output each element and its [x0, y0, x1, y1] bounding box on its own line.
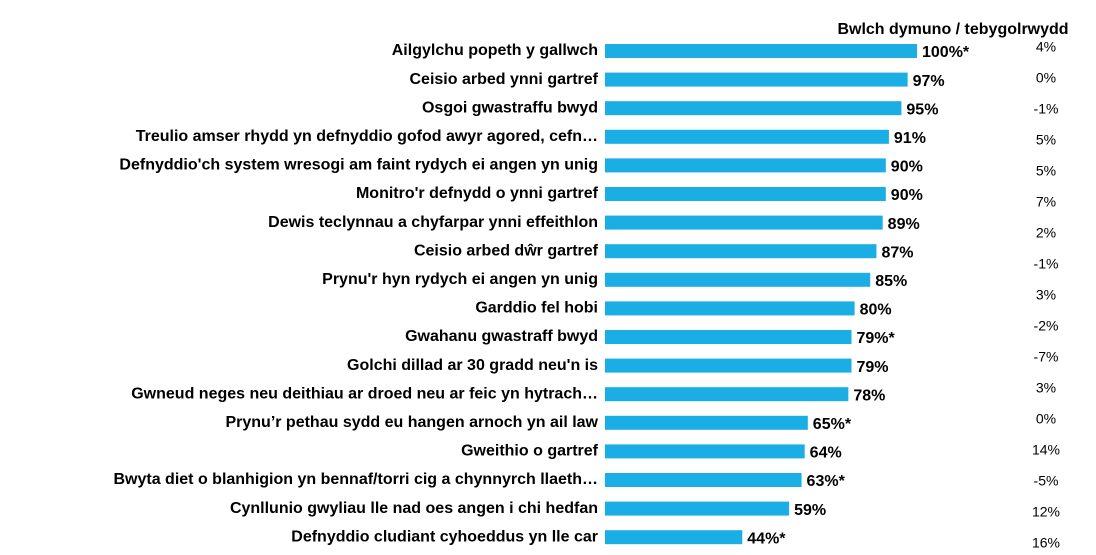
value-label: 91% [894, 130, 926, 147]
bar [605, 244, 877, 259]
bar [605, 158, 886, 173]
bar [605, 358, 852, 373]
value-label: 85% [875, 273, 907, 290]
gap-label: -7% [1034, 349, 1059, 365]
category-label: Defnyddio'ch system wresogi am faint ryd… [119, 157, 598, 174]
value-label: 97% [913, 73, 945, 90]
category-label: Golchi dillad ar 30 gradd neu'n is [347, 357, 598, 374]
value-label: 100%* [922, 44, 970, 61]
category-label: Osgoi gwastraffu bwyd [422, 99, 598, 116]
category-label: Garddio fel hobi [475, 300, 598, 317]
gap-label: -5% [1034, 473, 1059, 489]
gap-label: 0% [1036, 411, 1056, 427]
category-label: Bwyta diet o blanhigion yn bennaf/torri … [113, 471, 598, 488]
value-label: 63%* [807, 473, 846, 490]
gap-label: 14% [1032, 442, 1060, 458]
value-label: 79% [856, 359, 888, 376]
bar [605, 330, 852, 344]
value-label: 78% [853, 387, 885, 404]
gap-label: -1% [1034, 101, 1059, 117]
gap-label: 4% [1036, 39, 1056, 55]
gap-label: 7% [1036, 194, 1056, 210]
value-label: 79%* [856, 330, 895, 347]
gap-label: -1% [1034, 256, 1059, 272]
gap-label: 16% [1032, 535, 1060, 551]
bar [605, 272, 871, 287]
gap-label: 3% [1036, 287, 1056, 303]
gap-title: Bwlch dymuno / tebygolrwydd [837, 21, 1068, 38]
value-label: 90% [891, 159, 923, 176]
value-label: 44%* [747, 530, 786, 547]
gap-label: 5% [1036, 132, 1056, 148]
category-label: Gwahanu gwastraff bwyd [405, 328, 598, 345]
gap-label: 12% [1032, 504, 1060, 520]
category-label: Gwneud neges neu deithiau ar droed neu a… [131, 385, 598, 402]
bar [605, 501, 790, 516]
value-label: 80% [860, 302, 892, 319]
gap-label: 3% [1036, 380, 1056, 396]
bar [605, 187, 886, 201]
category-label: Cynllunio gwyliau lle nad oes angen i ch… [230, 500, 598, 517]
category-label: Treulio amser rhydd yn defnyddio gofod a… [136, 128, 598, 145]
bar [605, 387, 849, 402]
category-label: Ceisio arbed dŵr gartref [414, 242, 599, 259]
value-label: 65%* [813, 416, 852, 433]
category-label: Gweithio o gartref [461, 443, 599, 460]
category-label: Ailgylchu popeth y gallwch [392, 42, 598, 59]
category-label: Monitro'r defnydd o ynni gartref [356, 185, 599, 202]
gap-label: 5% [1036, 163, 1056, 179]
gap-label: 0% [1036, 70, 1056, 86]
bar [605, 301, 855, 316]
bar [605, 44, 917, 58]
category-label: Prynu'r hyn rydych ei angen yn unig [322, 271, 598, 288]
category-label: Ceisio arbed ynni gartref [410, 71, 599, 88]
value-label: 95% [906, 101, 938, 118]
value-label: 64% [810, 445, 842, 462]
category-label: Dewis teclynnau a chyfarpar ynni effeith… [268, 214, 598, 231]
bar [605, 473, 802, 487]
value-label: 90% [891, 187, 923, 204]
bar [605, 72, 908, 87]
bar [605, 415, 808, 430]
value-label: 87% [881, 244, 913, 261]
value-label: 59% [794, 502, 826, 519]
category-label: Defnyddio cludiant cyhoeddus yn lle car [291, 528, 598, 545]
bar [605, 101, 902, 116]
category-label: Prynu’r pethau sydd eu hangen arnoch yn … [225, 414, 598, 431]
bar [605, 444, 805, 459]
bar [605, 215, 883, 230]
gap-label: -2% [1034, 318, 1059, 334]
value-label: 89% [888, 216, 920, 233]
bar [605, 530, 743, 545]
gap-label: 2% [1036, 225, 1056, 241]
bar [605, 129, 889, 144]
